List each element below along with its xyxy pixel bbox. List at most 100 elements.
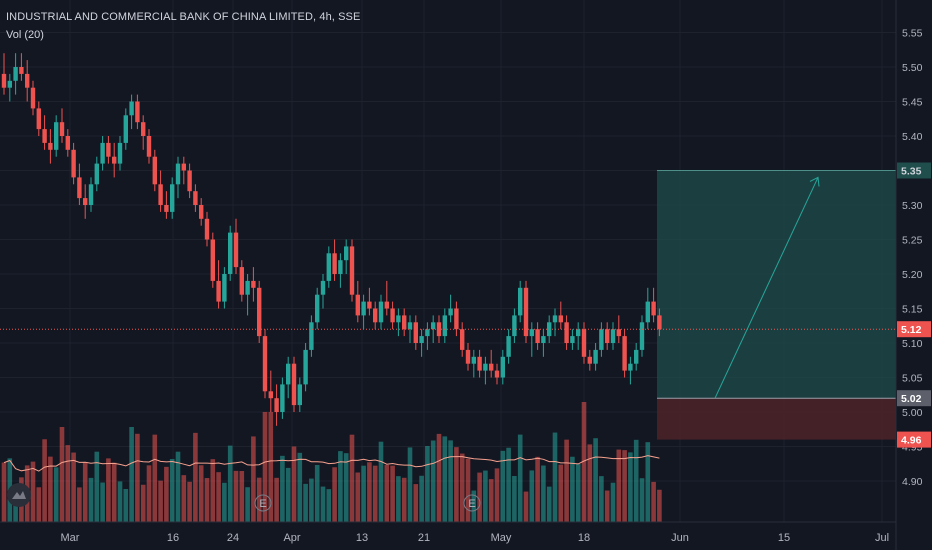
- candle: [158, 170, 163, 212]
- candle: [54, 115, 59, 157]
- candle: [483, 356, 488, 385]
- candle-body: [25, 73, 30, 88]
- candle: [442, 308, 447, 343]
- candle-body: [407, 322, 413, 330]
- candle-body: [431, 322, 436, 330]
- volume-bar: [570, 456, 575, 522]
- candle: [239, 260, 244, 302]
- volume-bar: [204, 478, 210, 522]
- candle-body: [413, 322, 418, 343]
- candle: [396, 308, 401, 337]
- volume-bar: [245, 487, 250, 522]
- volume-bar: [158, 480, 163, 522]
- candle: [506, 329, 511, 364]
- price-tick-label: 5.30: [902, 200, 923, 212]
- candle: [245, 274, 250, 316]
- candle-body: [228, 232, 233, 274]
- candle: [587, 349, 592, 371]
- candle-body: [117, 142, 123, 164]
- candle: [634, 343, 639, 371]
- volume-bar: [100, 482, 105, 522]
- volume-bar: [651, 481, 656, 522]
- candle: [576, 322, 581, 350]
- volume-bar: [303, 483, 308, 522]
- candle: [460, 322, 465, 357]
- candle: [65, 129, 70, 157]
- candle-body: [460, 329, 465, 350]
- candle: [465, 343, 471, 371]
- volume-bar: [152, 434, 158, 522]
- volume-bars: [1, 402, 662, 522]
- volume-ma-line: [3, 455, 660, 472]
- candle: [216, 260, 221, 309]
- candle: [413, 315, 418, 350]
- candle: [605, 322, 610, 350]
- target-badge: [897, 162, 931, 179]
- volume-bar: [523, 491, 529, 522]
- candle: [123, 108, 128, 150]
- volume-bar: [407, 447, 413, 522]
- time-tick-label: 15: [778, 532, 790, 544]
- tradingview-logo-icon[interactable]: [7, 483, 31, 507]
- candle-body: [634, 349, 639, 364]
- projection-arrow-head: [809, 176, 820, 187]
- volume-bar: [442, 436, 448, 522]
- time-tick-label: May: [491, 532, 512, 544]
- candle: [500, 349, 505, 385]
- volume-bar: [390, 465, 395, 522]
- candle-body: [100, 142, 105, 164]
- candle-body: [581, 329, 587, 357]
- projection-arrow-line: [714, 177, 819, 399]
- candle: [297, 377, 302, 412]
- candle-body: [483, 363, 488, 371]
- price-tick-label: 5.55: [902, 28, 923, 40]
- candle-body: [268, 391, 273, 399]
- candle: [599, 322, 604, 357]
- candle: [338, 253, 343, 288]
- candle-body: [349, 246, 355, 295]
- volume-bar: [483, 470, 488, 522]
- candle-body: [384, 301, 389, 309]
- candle: [303, 343, 308, 392]
- candle-body: [506, 336, 511, 357]
- candle-body: [373, 308, 378, 323]
- candle: [257, 280, 262, 343]
- candle: [88, 177, 94, 212]
- target-zone: [657, 170, 896, 399]
- candle: [181, 156, 186, 185]
- candle-body: [216, 280, 221, 302]
- candle: [309, 315, 314, 357]
- price-axis: [896, 0, 932, 550]
- volume-bar: [587, 444, 593, 522]
- candle-body: [262, 336, 268, 392]
- candle-body: [523, 287, 529, 337]
- time-tick-label: 21: [418, 532, 430, 544]
- candle-body: [30, 87, 36, 109]
- candle: [564, 315, 569, 350]
- candle-body: [396, 315, 401, 323]
- candle-body: [332, 253, 337, 274]
- candle-body: [106, 142, 111, 157]
- volume-bar: [164, 466, 169, 522]
- volume-bar: [639, 478, 645, 522]
- volume-bar: [146, 465, 152, 522]
- volume-bar: [367, 462, 372, 522]
- candle: [628, 356, 633, 385]
- candle: [94, 156, 99, 192]
- symbol-title: INDUSTRIAL AND COMMERCIAL BANK OF CHINA …: [6, 11, 361, 23]
- candle-body: [175, 163, 181, 185]
- candle: [593, 343, 598, 371]
- volume-bar: [471, 490, 477, 522]
- candle-body: [112, 156, 117, 164]
- candle-body: [454, 308, 459, 330]
- candle: [170, 177, 175, 219]
- candle-body: [251, 280, 256, 288]
- candle: [622, 329, 627, 378]
- volume-bar: [436, 433, 442, 522]
- candle: [320, 274, 326, 309]
- candle-body: [639, 322, 645, 350]
- candle: [570, 329, 575, 350]
- candle: [494, 363, 500, 385]
- volume-bar: [517, 434, 523, 522]
